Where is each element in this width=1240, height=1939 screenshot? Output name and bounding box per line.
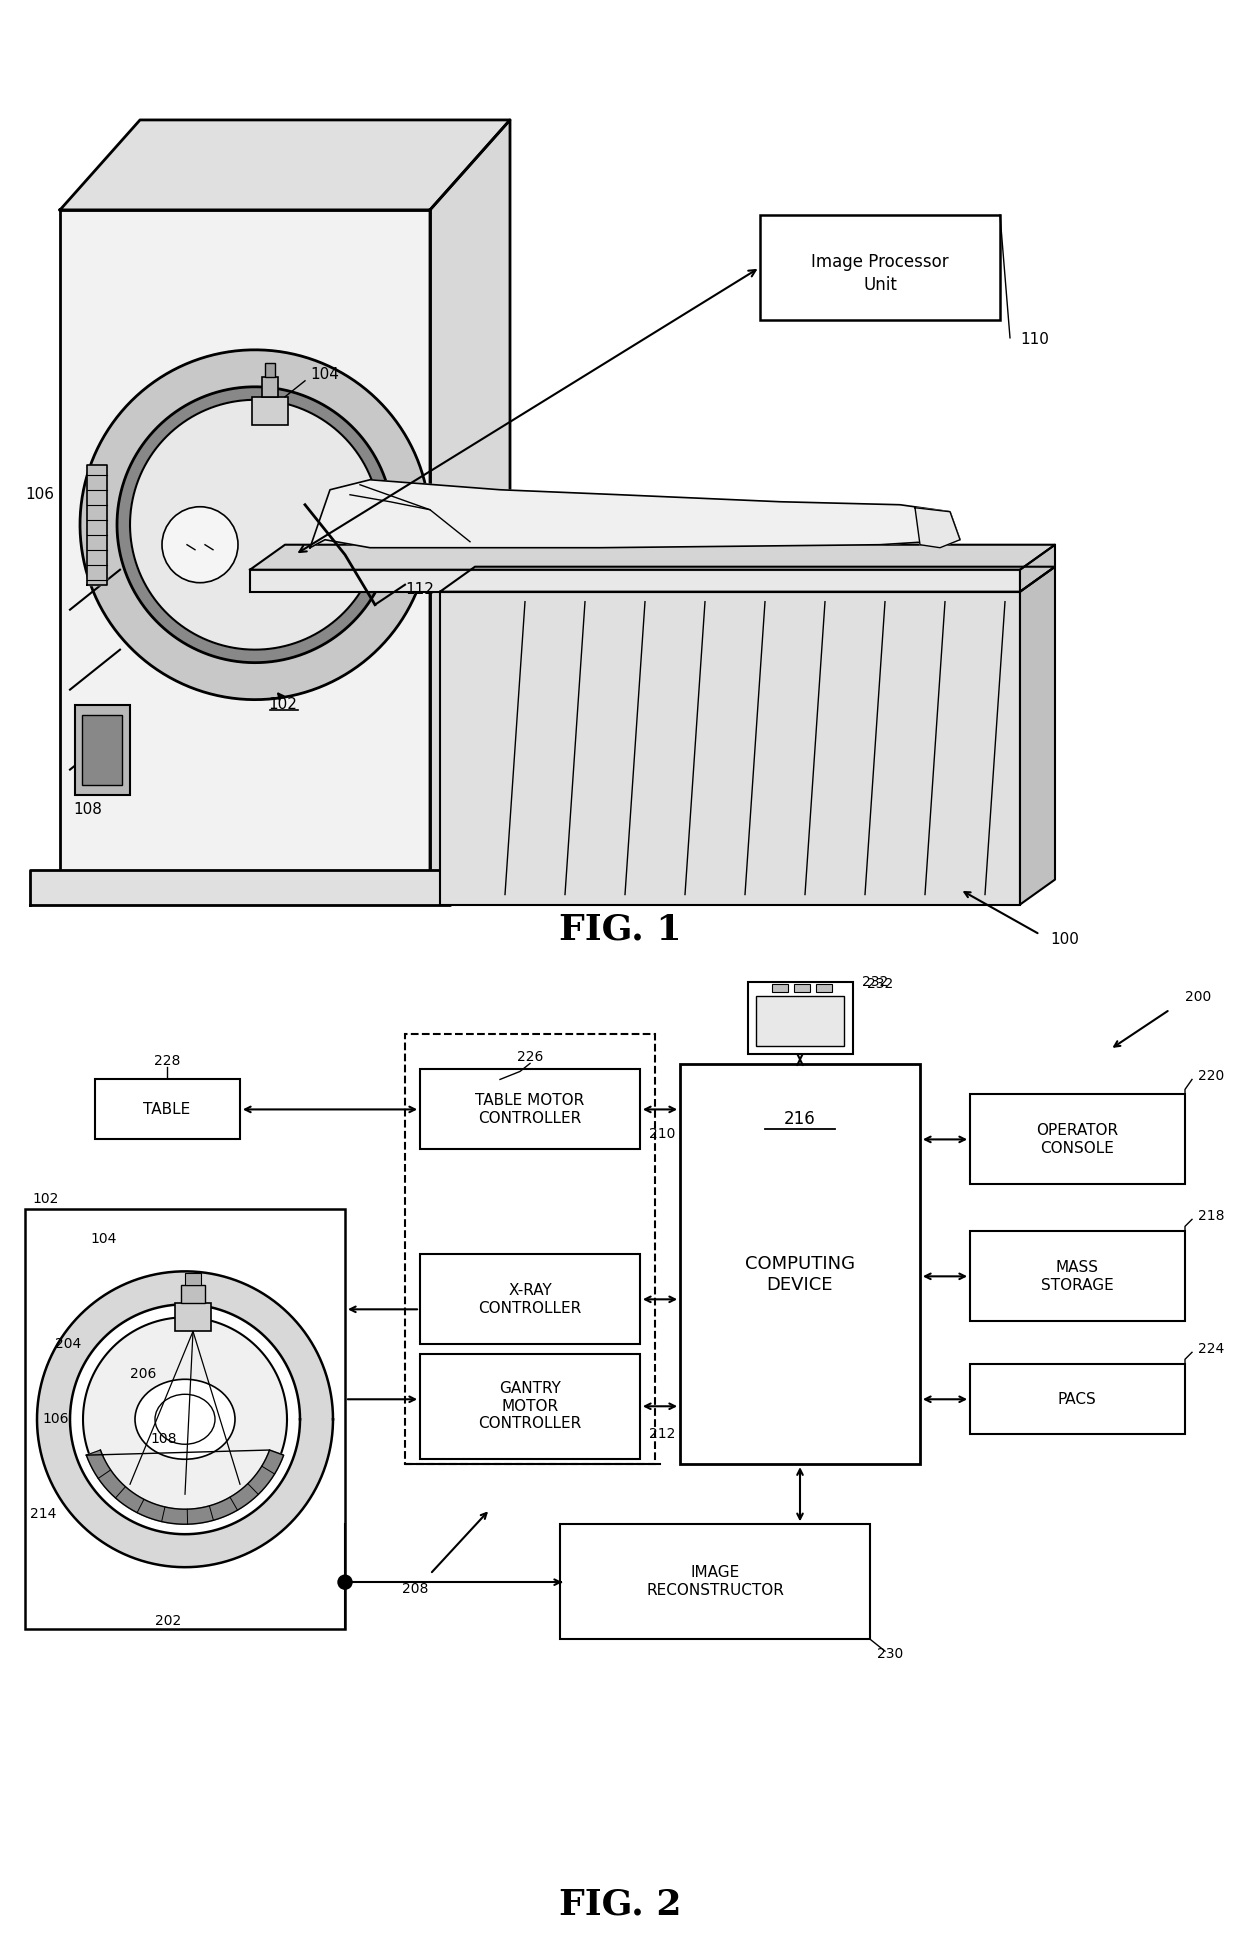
Ellipse shape (155, 1394, 215, 1445)
Text: 102: 102 (269, 698, 298, 712)
Circle shape (162, 506, 238, 584)
Text: IMAGE
RECONSTRUCTOR: IMAGE RECONSTRUCTOR (646, 1565, 784, 1598)
Polygon shape (30, 869, 450, 904)
Text: FIG. 2: FIG. 2 (559, 1887, 681, 1922)
Text: Image Processor: Image Processor (811, 254, 949, 271)
Bar (25, 1210, 345, 1629)
Polygon shape (87, 1450, 284, 1524)
Text: 104: 104 (91, 1233, 117, 1247)
Text: 208: 208 (402, 1582, 428, 1596)
Bar (970, 1231, 1185, 1320)
Polygon shape (430, 120, 510, 890)
Text: 232: 232 (867, 977, 893, 991)
Text: 216: 216 (784, 1111, 816, 1128)
Bar (756, 997, 844, 1047)
Bar (420, 1353, 640, 1460)
Text: Unit: Unit (863, 277, 897, 295)
Text: 206: 206 (130, 1367, 156, 1381)
Text: 108: 108 (150, 1433, 176, 1446)
Text: 220: 220 (1198, 1070, 1224, 1084)
Bar (252, 397, 288, 425)
Polygon shape (915, 508, 960, 547)
Polygon shape (37, 1272, 334, 1567)
Text: 214: 214 (30, 1507, 56, 1522)
Text: 112: 112 (405, 582, 434, 597)
Polygon shape (450, 845, 510, 904)
Text: 232: 232 (862, 975, 888, 989)
Polygon shape (310, 479, 960, 547)
Bar (773, 985, 787, 993)
Bar (680, 1065, 920, 1464)
Bar (560, 1524, 870, 1638)
Polygon shape (130, 399, 379, 650)
Text: 202: 202 (155, 1613, 181, 1629)
Bar (405, 1035, 655, 1464)
Text: 212: 212 (649, 1427, 676, 1441)
Bar (250, 570, 1021, 591)
Text: 228: 228 (154, 1055, 180, 1068)
Ellipse shape (135, 1379, 236, 1460)
Text: GANTRY
MOTOR
CONTROLLER: GANTRY MOTOR CONTROLLER (479, 1381, 582, 1431)
Text: 230: 230 (877, 1646, 903, 1662)
Text: MASS
STORAGE: MASS STORAGE (1040, 1260, 1114, 1293)
Bar (74, 704, 130, 795)
Text: 100: 100 (1050, 933, 1079, 946)
Polygon shape (60, 209, 430, 890)
Polygon shape (60, 120, 510, 209)
Text: 104: 104 (310, 366, 340, 382)
Polygon shape (81, 349, 430, 700)
Text: X-RAY
CONTROLLER: X-RAY CONTROLLER (479, 1284, 582, 1315)
Text: OPERATOR
CONSOLE: OPERATOR CONSOLE (1035, 1123, 1118, 1156)
Polygon shape (83, 1317, 286, 1522)
Text: 106: 106 (42, 1412, 68, 1427)
Text: 106: 106 (26, 487, 55, 502)
Text: TABLE: TABLE (144, 1101, 191, 1117)
Text: 210: 210 (649, 1127, 676, 1142)
Text: 224: 224 (1198, 1342, 1224, 1355)
Bar (420, 1255, 640, 1344)
Bar (82, 715, 122, 785)
Bar (760, 215, 999, 320)
Bar (794, 985, 810, 993)
Bar (262, 376, 278, 397)
Text: 110: 110 (1021, 332, 1049, 347)
Bar (265, 363, 275, 376)
Polygon shape (1021, 566, 1055, 904)
Text: PACS: PACS (1058, 1392, 1096, 1408)
Text: 200: 200 (1185, 991, 1211, 1004)
Circle shape (339, 1574, 352, 1590)
Bar (970, 1365, 1185, 1435)
Bar (748, 983, 853, 1055)
Polygon shape (250, 545, 1055, 570)
Text: 108: 108 (73, 803, 103, 816)
Polygon shape (69, 1305, 300, 1534)
Text: COMPUTING
DEVICE: COMPUTING DEVICE (745, 1255, 856, 1293)
Bar (95, 1080, 241, 1140)
Bar (181, 1286, 205, 1303)
Text: 218: 218 (1198, 1210, 1225, 1224)
Polygon shape (87, 465, 107, 586)
Bar (175, 1303, 211, 1332)
Polygon shape (1021, 545, 1055, 591)
Bar (440, 591, 1021, 904)
Bar (185, 1274, 201, 1286)
Text: 204: 204 (55, 1338, 82, 1351)
Bar (816, 985, 832, 993)
Bar (420, 1070, 640, 1150)
Bar (970, 1094, 1185, 1185)
Polygon shape (117, 386, 393, 663)
Text: 226: 226 (517, 1051, 543, 1065)
Text: 102: 102 (32, 1192, 58, 1206)
Text: TABLE MOTOR
CONTROLLER: TABLE MOTOR CONTROLLER (475, 1094, 584, 1127)
Polygon shape (440, 566, 1055, 591)
Text: FIG. 1: FIG. 1 (559, 913, 681, 946)
